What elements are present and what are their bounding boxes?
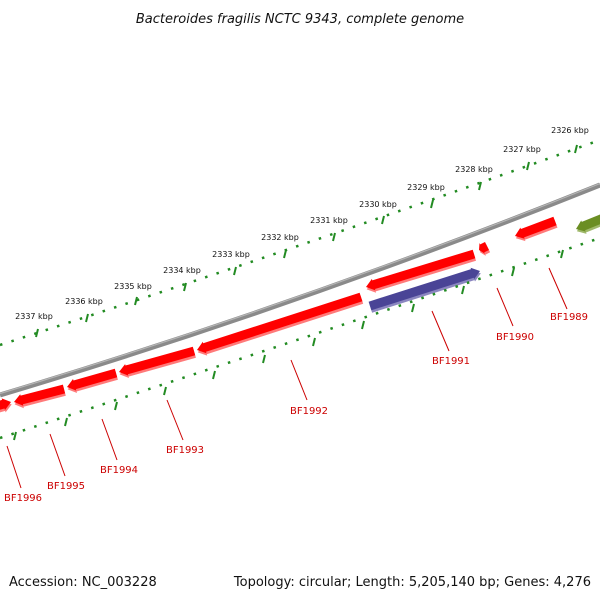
gene-arrow [368, 267, 480, 311]
outer-major-tick [283, 249, 287, 259]
inner-major-tick [163, 386, 167, 396]
gene-arrow [0, 398, 11, 410]
inner-scale-ticks [13, 249, 564, 441]
outer-scale: 2326 kbp 2327 kbp 2328 kbp 2329 kbp 2330 kbp… [0, 126, 600, 347]
gene-red-long-arrow [366, 249, 476, 293]
inner-major-tick [212, 370, 216, 380]
gene-leader-line [6, 445, 22, 489]
outer-major-tick [430, 199, 434, 209]
scale-label: 2337 kbp [15, 312, 53, 321]
gene-label-leaders [6, 267, 568, 489]
outer-major-tick [526, 161, 530, 171]
gene-arrow [366, 249, 476, 291]
outer-major-tick [35, 328, 39, 338]
outer-major-tick [478, 181, 482, 191]
outer-major-tick [85, 313, 89, 323]
gene-label: BF1993 [166, 445, 204, 456]
scale-label: 2331 kbp [310, 216, 348, 225]
gene-label: BF1992 [290, 406, 328, 417]
scale-label: 2332 kbp [261, 233, 299, 242]
inner-major-tick [511, 267, 515, 277]
scale-label: 2335 kbp [114, 282, 152, 291]
gene-arrow [197, 292, 363, 354]
scale-label: 2334 kbp [163, 266, 201, 275]
gene-label: BF1996 [4, 493, 42, 504]
gene-arrow [14, 384, 66, 406]
inner-major-tick [411, 303, 415, 313]
scale-label: 2336 kbp [65, 297, 103, 306]
scale-label: 2326 kbp [551, 126, 589, 135]
map-title: Bacteroides fragilis NCTC 9343, complete… [136, 12, 464, 27]
gene-bf1995-arrow [14, 384, 66, 409]
inner-major-tick [64, 417, 68, 427]
gene-features [0, 214, 600, 413]
gene-leader-line [496, 287, 514, 327]
gene-leader-line [101, 418, 118, 461]
outer-major-tick [183, 282, 187, 292]
inner-major-tick [361, 320, 365, 330]
scale-label: 2327 kbp [503, 145, 541, 154]
gene-leader-line [290, 359, 308, 401]
scale-label: 2330 kbp [359, 200, 397, 209]
genome-backbone [0, 182, 600, 398]
inner-scale [0, 236, 600, 441]
inner-major-tick [114, 401, 118, 411]
gene-leader-line [431, 310, 450, 352]
gene-bf1994-arrow [67, 368, 118, 393]
gene-label: BF1994 [100, 465, 138, 476]
gene-bf1993-arrow [119, 346, 196, 378]
gene-arrow [67, 368, 118, 391]
gene-leader-line [49, 433, 66, 477]
gene-arrow [515, 216, 557, 239]
gene-label: BF1995 [47, 481, 85, 492]
inner-major-tick [560, 249, 564, 259]
outer-scale-labels: 2326 kbp 2327 kbp 2328 kbp 2329 kbp 2330 kbp… [15, 126, 589, 321]
scale-label: 2329 kbp [407, 183, 445, 192]
gene-arrow [119, 346, 196, 376]
gene-arrow [576, 214, 600, 232]
outer-major-tick [332, 232, 336, 242]
outer-major-tick [233, 266, 237, 276]
inner-major-tick [461, 285, 465, 295]
outer-major-tick [381, 215, 385, 225]
genome-backbone-highlight [0, 182, 600, 395]
gene-labels: BF1989 BF1990 BF1991 BF1992 BF1993 BF1994 BF19… [4, 312, 588, 504]
gene-olive-arrow [576, 214, 600, 234]
gene-bf1989-arrow [515, 216, 558, 242]
accession-text: Accession: NC_003228 [9, 575, 157, 590]
gene-bf1991-arrow [368, 267, 481, 313]
gene-label: BF1990 [496, 332, 534, 343]
gene-bf1992-arrow [197, 292, 364, 356]
gene-bf1990-arrow [479, 242, 491, 256]
inner-major-tick [262, 354, 266, 364]
gene-label: BF1989 [550, 312, 588, 323]
outer-major-tick [574, 144, 578, 154]
scale-label: 2328 kbp [455, 165, 493, 174]
gene-bf1996-arrow [0, 398, 12, 413]
gene-label: BF1991 [432, 356, 470, 367]
outer-major-tick [134, 296, 138, 306]
outer-scale-ticks [35, 144, 578, 338]
inner-major-tick [13, 431, 17, 441]
topology-summary: Topology: circular; Length: 5,205,140 bp… [233, 575, 591, 590]
gene-leader-line [548, 267, 568, 310]
scale-label: 2333 kbp [212, 250, 250, 259]
gene-leader-line [166, 399, 184, 441]
inner-major-tick [312, 337, 316, 347]
gene-arrow [479, 242, 489, 254]
